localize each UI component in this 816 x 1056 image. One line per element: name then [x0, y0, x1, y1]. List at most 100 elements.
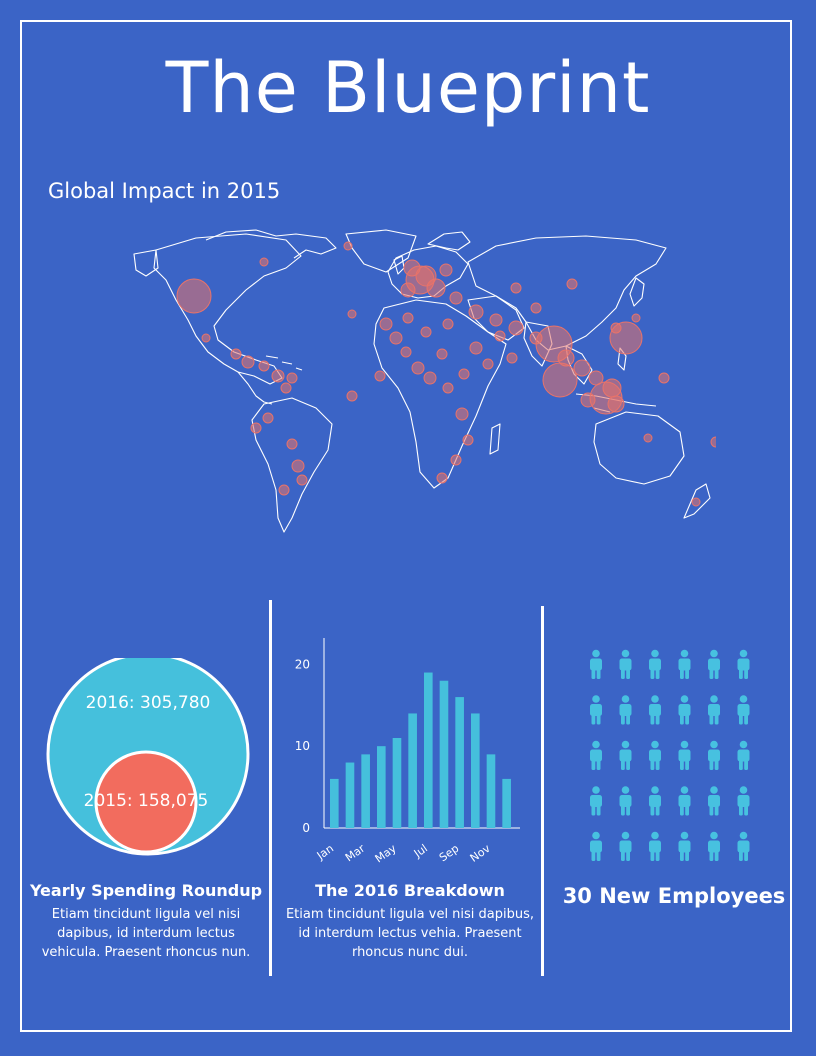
- map-marker: [529, 331, 543, 345]
- map-marker: [286, 438, 298, 450]
- map-title: Global Impact in 2015: [48, 179, 281, 203]
- person-icon: [678, 740, 691, 770]
- spending-body: Etiam tincidunt ligula vel nisi dapibus,…: [41, 907, 251, 960]
- person-icon: [590, 786, 602, 816]
- bar-chart-bar: [345, 762, 355, 828]
- map-marker: [176, 278, 212, 314]
- map-marker: [468, 304, 484, 320]
- map-marker: [602, 378, 622, 398]
- person-icon: [590, 649, 602, 679]
- map-marker: [610, 322, 622, 334]
- employees-label: 30 New Employees: [562, 884, 786, 908]
- map-marker: [389, 331, 403, 345]
- map-marker: [631, 313, 641, 323]
- caribbean-outline: [265, 355, 303, 371]
- scandinavia-outline: [427, 231, 471, 251]
- australia-outline: [593, 411, 685, 485]
- map-marker: [262, 412, 274, 424]
- bar-chart-bar: [471, 713, 480, 828]
- person-icon: [737, 695, 750, 725]
- map-marker: [643, 433, 653, 443]
- bar-chart: 0 10 20 Jan Mar May Jul Sep Nov: [295, 638, 520, 866]
- bar-chart-bar: [330, 778, 339, 828]
- person-icon: [708, 831, 720, 861]
- person-icon: [619, 740, 632, 770]
- map-marker: [343, 241, 353, 251]
- map-marker: [400, 282, 416, 298]
- person-icon: [708, 649, 720, 679]
- bar-chart-y-tick: 10: [295, 739, 310, 753]
- map-marker: [423, 371, 437, 385]
- map-marker: [271, 369, 285, 383]
- person-icon: [737, 740, 750, 770]
- map-marker: [403, 259, 421, 277]
- person-icon: [737, 786, 750, 816]
- map-marker: [280, 382, 292, 394]
- map-marker: [530, 302, 542, 314]
- bar-chart-bar: [424, 672, 433, 828]
- person-icon: [708, 786, 720, 816]
- uk-outline: [393, 255, 405, 275]
- map-marker: [710, 436, 716, 448]
- person-icon: [678, 786, 691, 816]
- map-marker: [494, 330, 506, 342]
- map-marker: [420, 326, 432, 338]
- bar-chart-x-tick: Jan: [314, 842, 336, 863]
- madagascar-outline: [489, 423, 501, 455]
- map-marker: [436, 472, 448, 484]
- map-marker: [402, 312, 414, 324]
- central-america-outline: [237, 371, 273, 405]
- bar-chart-y-tick: 0: [302, 821, 310, 835]
- venn-circle-2015: [94, 750, 198, 854]
- bar-chart-bar: [377, 746, 386, 828]
- map-marker: [278, 484, 290, 496]
- map-marker: [250, 422, 262, 434]
- map-marker: [449, 291, 463, 305]
- bar-chart-bars: [330, 672, 511, 828]
- bar-chart-bar: [408, 713, 417, 828]
- map-marker: [259, 257, 269, 267]
- map-marker: [508, 320, 524, 336]
- map-marker: [347, 309, 357, 319]
- map-marker: [658, 372, 670, 384]
- person-icon: [649, 831, 661, 861]
- map-marker: [442, 382, 454, 394]
- venn-chart: 2016: 305,780 2015: 158,075: [46, 658, 250, 856]
- africa-outline: [373, 299, 507, 489]
- person-icon: [708, 695, 720, 725]
- world-map: [133, 229, 716, 533]
- map-marker: [426, 278, 446, 298]
- map-marker: [291, 459, 305, 473]
- map-marker: [379, 317, 393, 331]
- bar-chart-x-tick: Jul: [411, 842, 430, 861]
- greenland-outline: [345, 229, 417, 273]
- bar-chart-x-tick: Nov: [468, 842, 493, 865]
- map-marker: [489, 313, 503, 327]
- person-icon: [649, 649, 661, 679]
- map-marker: [230, 348, 242, 360]
- person-icon: [708, 740, 720, 770]
- map-marker: [400, 346, 412, 358]
- page-frame: [20, 20, 792, 1032]
- person-icon: [737, 649, 750, 679]
- person-icon: [649, 740, 661, 770]
- map-markers: [176, 241, 716, 507]
- person-icon: [619, 695, 632, 725]
- map-marker: [506, 352, 518, 364]
- map-marker: [557, 349, 575, 367]
- person-icon: [619, 649, 632, 679]
- bar-chart-bar: [502, 778, 511, 828]
- map-marker: [580, 392, 596, 408]
- map-marker: [588, 370, 604, 386]
- breakdown-body: Etiam tincidunt ligula vel nisi dapibus,…: [285, 907, 535, 960]
- bar-chart-bar: [455, 697, 464, 828]
- map-marker: [286, 372, 298, 384]
- bar-chart-x-tick: Mar: [343, 842, 368, 865]
- map-marker: [346, 390, 358, 402]
- canada-arctic-outline: [205, 229, 337, 259]
- new-zealand-outline: [683, 483, 711, 519]
- alaska-outline: [133, 249, 159, 277]
- person-icon: [678, 695, 691, 725]
- bar-chart-x-tick: May: [373, 842, 399, 866]
- india-outline: [523, 321, 553, 367]
